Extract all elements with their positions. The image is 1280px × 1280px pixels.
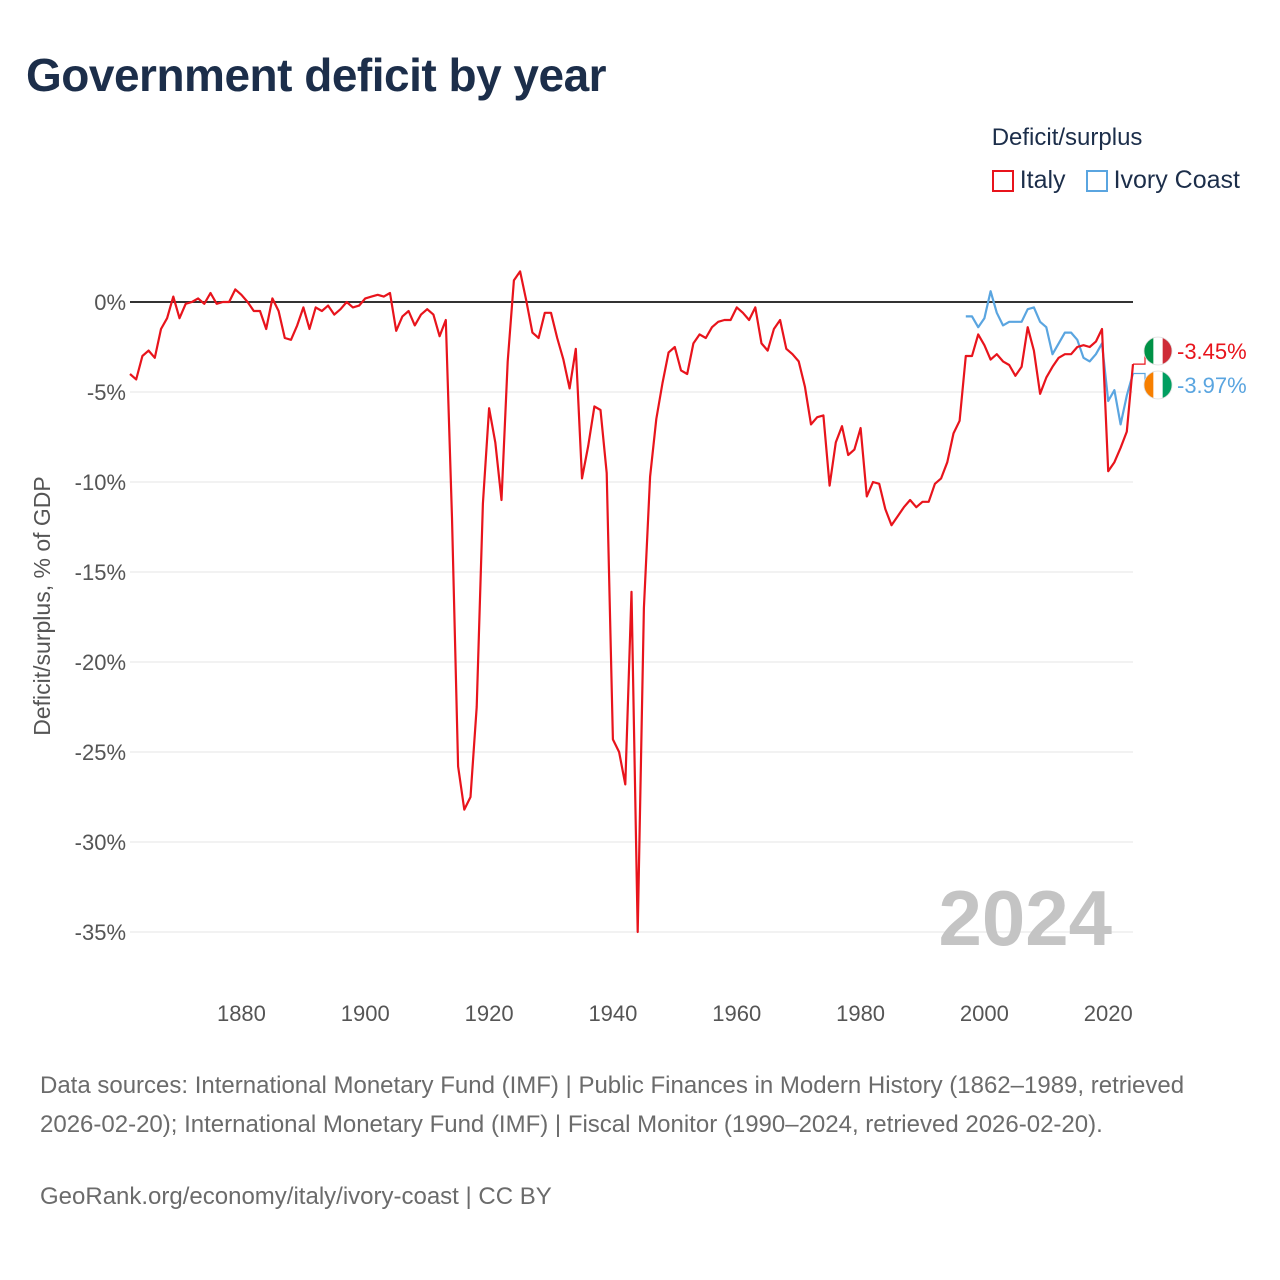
x-tick-label: 1920 <box>465 1001 514 1026</box>
year-watermark: 2024 <box>938 874 1112 962</box>
x-tick-label: 1980 <box>836 1001 885 1026</box>
x-tick-label: 1960 <box>712 1001 761 1026</box>
flag-ivory-coast-icon <box>1143 370 1173 400</box>
credit-line: GeoRank.org/economy/italy/ivory-coast | … <box>40 1183 552 1210</box>
x-tick-label: 1880 <box>217 1001 266 1026</box>
legend-title: Deficit/surplus <box>991 124 1143 151</box>
legend-label-ivory-coast: Ivory Coast <box>1113 166 1240 194</box>
y-tick-label: -20% <box>75 650 126 675</box>
y-tick-label: -30% <box>75 830 126 855</box>
y-tick-label: -35% <box>75 920 126 945</box>
series-line-ivory-coast[interactable] <box>965 290 1135 426</box>
series-line-italy[interactable] <box>129 270 1135 934</box>
legend-label-italy: Italy <box>1019 166 1066 194</box>
legend-swatch-italy <box>991 169 1014 192</box>
y-axis-label: Deficit/surplus, % of GDP <box>29 476 55 735</box>
x-tick-label: 2020 <box>1084 1001 1133 1026</box>
y-tick-label: -15% <box>75 560 126 585</box>
end-connector-italy <box>1133 350 1146 365</box>
deficit-line-chart: 2024 Deficit/surplus, % of GDP 1880 1900 1… <box>29 270 1247 1026</box>
end-value-italy: -3.45% <box>1177 339 1247 364</box>
legend: Deficit/surplus Italy Ivory Coast <box>991 124 1240 195</box>
data-sources: Data sources: International Monetary Fun… <box>40 1072 1185 1138</box>
y-tick-label: -5% <box>87 380 126 405</box>
x-tick-label: 2000 <box>960 1001 1009 1026</box>
y-tick-label: -10% <box>75 470 126 495</box>
y-tick-label: 0% <box>94 290 126 315</box>
legend-swatch-ivory-coast <box>1085 169 1108 192</box>
end-connector-ivory-coast <box>1133 372 1146 386</box>
x-tick-label: 1900 <box>341 1001 390 1026</box>
legend-item-ivory-coast[interactable]: Ivory Coast <box>1085 166 1240 195</box>
x-tick-label: 1940 <box>588 1001 637 1026</box>
end-value-ivory-coast: -3.97% <box>1177 373 1247 398</box>
y-tick-label: -25% <box>75 740 126 765</box>
chart-title: Government deficit by year <box>26 49 607 101</box>
flag-italy-icon <box>1143 336 1173 366</box>
legend-item-italy[interactable]: Italy <box>991 166 1066 195</box>
